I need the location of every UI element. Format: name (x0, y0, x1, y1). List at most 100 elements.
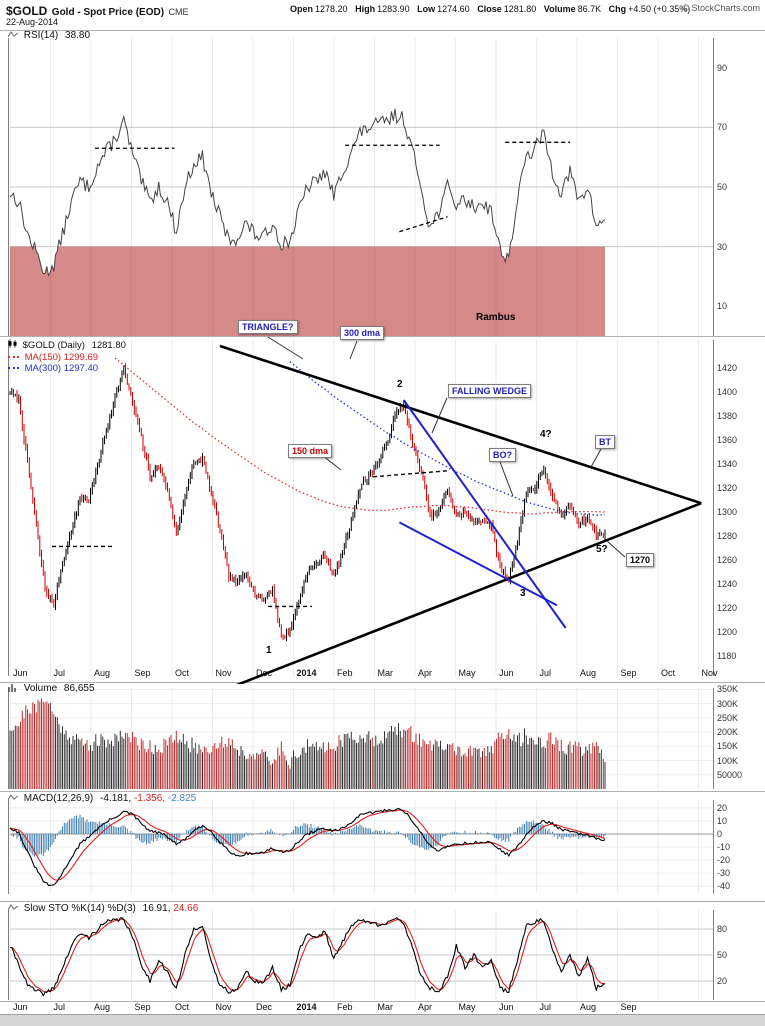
annotation-leader (267, 336, 304, 360)
x-axis-month: Nov (701, 668, 718, 678)
annotation-leader (499, 461, 514, 497)
volume-bars-up (9, 703, 606, 789)
price-1270-label: 1270 (626, 553, 655, 567)
ma150-legend: MA(150) 1299.69 (24, 352, 99, 363)
sto-value-d: 24.66 (173, 903, 199, 914)
rsi-y-label: 50 (717, 182, 728, 192)
volume-panel-label: Volume (23, 683, 58, 694)
dma150-label: 150 dma (288, 444, 333, 458)
macd-y-label: -20 (717, 855, 731, 866)
x-axis-month: Jul (539, 1002, 552, 1012)
quote-summary: Open 1278.20 High 1283.90 Low 1274.60 Close… (290, 4, 695, 14)
x-axis-month: 2014 (296, 668, 317, 678)
macd-value-1: -4.181, (100, 793, 132, 804)
sto-value-k: 16.91, (142, 903, 171, 914)
backtest-label: BT (595, 435, 615, 449)
triangle-label: TRIANGLE? (238, 320, 298, 334)
sto-y-label: 50 (717, 950, 728, 960)
chg-label: Chg (608, 4, 627, 14)
sto-y-label: 80 (717, 924, 728, 935)
rsi-y-label: 90 (717, 62, 728, 73)
volume-legend: Volume 86,655 (8, 683, 95, 695)
annotation-leader (590, 448, 602, 468)
price-y-label: 1360 (717, 434, 738, 445)
x-axis-month: Jun (13, 1002, 28, 1012)
x-axis-month: Dec (256, 1002, 273, 1012)
rsi-label: RSI(14) (23, 30, 59, 41)
x-axis-month: Jul (53, 1002, 66, 1012)
macd-y-label: -40 (717, 881, 731, 892)
macd-y-label: 0 (717, 828, 723, 839)
x-axis-month: Sep (134, 1002, 151, 1012)
rsi-dash (399, 216, 448, 233)
rsi-legend: RSI(14) 38.80 (7, 30, 90, 42)
annotation-leader (431, 397, 448, 434)
ma300-legend: MA(300) 1297.40 (24, 363, 99, 374)
rsi-oversold-fill (10, 246, 605, 336)
x-axis-month: Aug (94, 1002, 111, 1012)
rsi-y-label: 10 (717, 301, 728, 312)
macd-y-label: 10 (717, 815, 728, 826)
symmetrical-triangle-lower (235, 501, 702, 684)
chg-value: +4.50 (+0.35%) (628, 4, 691, 14)
price-panel-graphics (9, 344, 702, 684)
high-value: 1283.90 (377, 4, 410, 14)
macd-value-3: -2.825 (167, 793, 197, 804)
ma300-swatch (8, 367, 19, 370)
x-axis-month: Nov (215, 668, 232, 678)
macd-legend: MACD(12,26,9) -4.181, -1.356, -2.825 (7, 793, 197, 805)
indicator-icon (7, 903, 19, 915)
instrument-name: Gold - Spot Price (EOD) (51, 7, 165, 18)
low-label: Low (417, 4, 436, 14)
volume-label: Volume (543, 4, 576, 14)
rsi-y-label: 70 (717, 122, 728, 133)
x-axis-month: Jun (499, 668, 514, 678)
volume-y-label: 350K (717, 684, 739, 695)
chart-date: 22-Aug-2014 (6, 17, 59, 27)
macd-y-label: -30 (717, 868, 731, 879)
x-axis-month: Jul (53, 668, 66, 678)
price-y-label: 1320 (717, 482, 738, 493)
price-y-label: 1300 (717, 506, 738, 517)
sto-k-line (9, 916, 606, 997)
x-axis-month: Aug (580, 1002, 597, 1012)
indicator-icon (7, 793, 19, 805)
x-axis-month: Oct (175, 1002, 190, 1012)
price-y-label: 1260 (717, 554, 738, 565)
candlestick-icon (8, 339, 17, 352)
falling-wedge-label: FALLING WEDGE (448, 384, 531, 398)
volume-value: 86.7K (577, 4, 602, 14)
chart-title: $GOLD Gold - Spot Price (EOD) CME (6, 2, 188, 20)
x-axis-month: Jul (539, 668, 552, 678)
x-axis-month: Feb (337, 1002, 353, 1012)
x-axis-month: Apr (418, 1002, 433, 1012)
symmetrical-triangle-upper (219, 344, 702, 505)
annotation-leader (349, 340, 358, 360)
indicator-icon (7, 30, 19, 42)
wave-1: 1 (266, 645, 272, 656)
x-axis-month: Oct (661, 668, 676, 678)
x-axis-month: Sep (620, 668, 637, 678)
wave-3: 3 (520, 588, 526, 599)
wave-5: 5? (596, 544, 608, 555)
price-legend: $GOLD (Daily) 1281.80 MA(150) 1299.69 MA… (8, 339, 126, 374)
price-y-label: 1200 (717, 626, 738, 637)
macd-line (9, 807, 606, 887)
rsi-y-label: 30 (717, 241, 728, 252)
volume-bars-down (13, 698, 604, 789)
volume-y-label: 250K (717, 712, 739, 723)
price-y-label: 1220 (717, 602, 738, 613)
ticker-symbol: $GOLD (6, 4, 48, 18)
candles-down (13, 363, 604, 641)
price-title: $GOLD (Daily) (22, 340, 85, 351)
x-axis-month: May (458, 1002, 476, 1012)
sto-d-line (10, 918, 605, 993)
x-axis-month: Mar (377, 668, 394, 678)
volume-y-label: 300K (717, 698, 739, 709)
high-label: High (355, 4, 376, 14)
price-y-label: 1400 (717, 386, 738, 397)
x-axis-month: Aug (94, 668, 111, 678)
x-axis-month: Jun (499, 1002, 514, 1012)
support-resistance-dash (373, 470, 448, 478)
rsi-line (9, 108, 606, 277)
